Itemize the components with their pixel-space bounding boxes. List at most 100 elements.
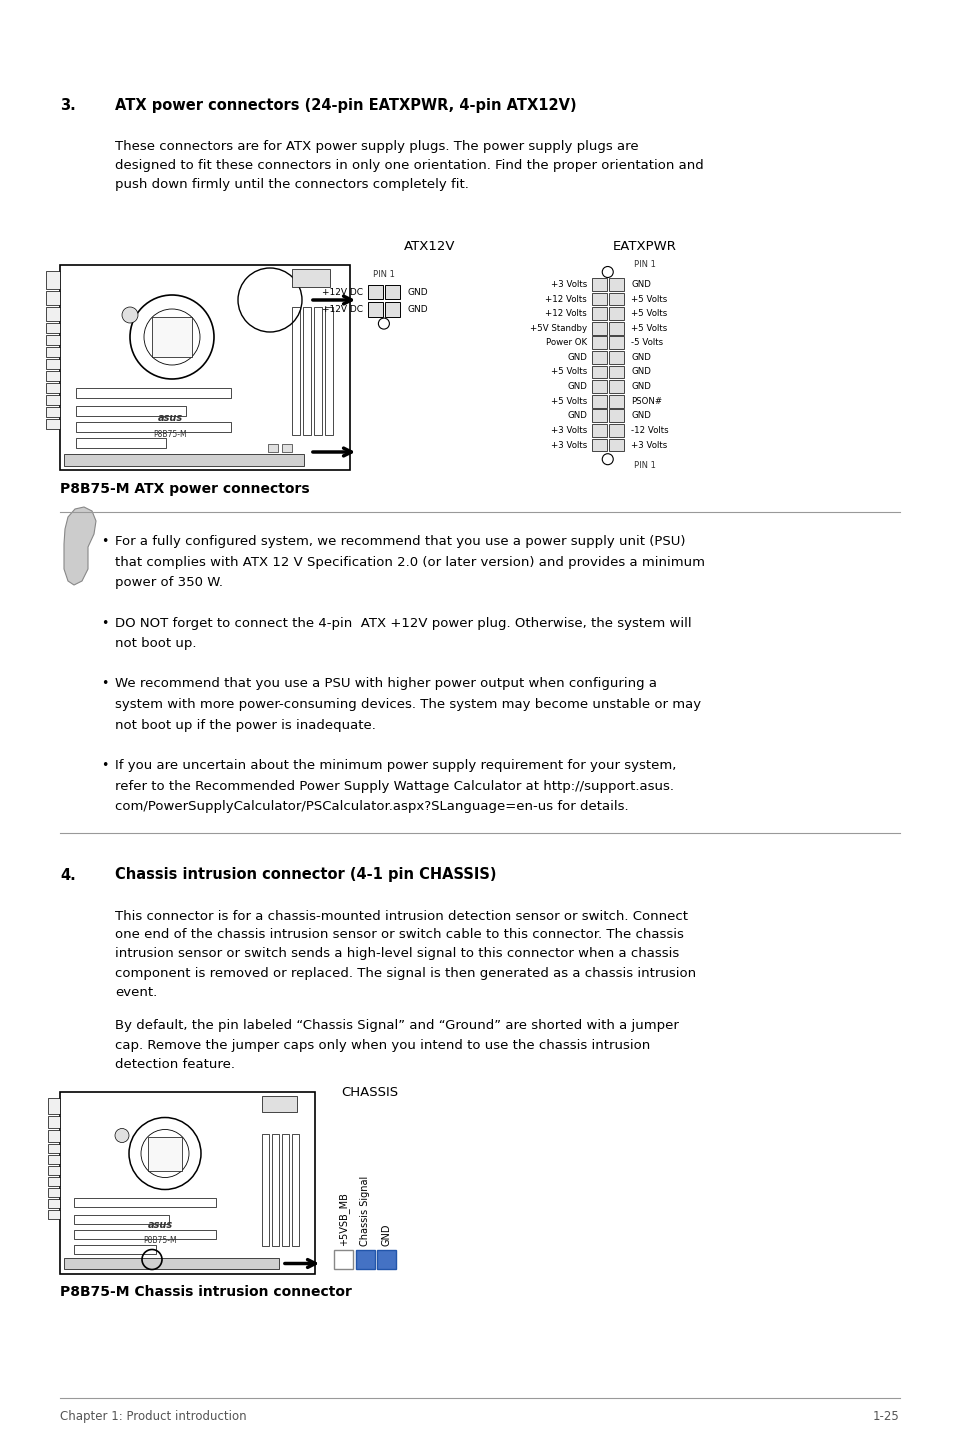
- Text: +12V DC: +12V DC: [322, 305, 363, 313]
- Bar: [46, 324, 60, 334]
- Bar: [74, 1245, 156, 1254]
- Bar: [368, 285, 382, 299]
- Bar: [46, 395, 60, 406]
- Text: ATX power connectors (24-pin EATXPWR, 4-pin ATX12V): ATX power connectors (24-pin EATXPWR, 4-…: [115, 98, 576, 114]
- Bar: [325, 306, 333, 436]
- Text: If you are uncertain about the minimum power supply requirement for your system,: If you are uncertain about the minimum p…: [115, 759, 676, 772]
- Text: This connector is for a chassis-mounted intrusion detection sensor or switch. Co: This connector is for a chassis-mounted …: [115, 909, 696, 998]
- Bar: [272, 1133, 278, 1245]
- Text: P8B75-M: P8B75-M: [153, 430, 187, 439]
- Bar: [282, 444, 292, 452]
- Text: 4.: 4.: [60, 867, 75, 883]
- Text: asus: asus: [157, 413, 182, 423]
- Bar: [46, 418, 60, 429]
- Bar: [376, 1250, 395, 1268]
- Text: +3 Volts: +3 Volts: [550, 426, 586, 434]
- Bar: [592, 351, 606, 364]
- Bar: [48, 1143, 60, 1152]
- Bar: [46, 360, 60, 370]
- Text: -12 Volts: -12 Volts: [630, 426, 668, 434]
- Text: CHASSIS: CHASSIS: [341, 1087, 398, 1100]
- Text: +5 Volts: +5 Volts: [630, 295, 666, 303]
- Bar: [46, 335, 60, 345]
- Bar: [60, 265, 350, 470]
- Text: GND: GND: [566, 352, 586, 362]
- Bar: [48, 1097, 60, 1113]
- Text: +5 Volts: +5 Volts: [550, 397, 586, 406]
- Bar: [46, 371, 60, 381]
- Bar: [152, 316, 192, 357]
- Text: +12 Volts: +12 Volts: [545, 309, 586, 318]
- Text: that complies with ATX 12 V Specification 2.0 (or later version) and provides a : that complies with ATX 12 V Specificatio…: [115, 555, 704, 568]
- Text: PIN 1: PIN 1: [373, 270, 395, 279]
- Bar: [48, 1176, 60, 1185]
- Text: GND: GND: [630, 280, 650, 289]
- Text: By default, the pin labeled “Chassis Signal” and “Ground” are shorted with a jum: By default, the pin labeled “Chassis Sig…: [115, 1020, 679, 1070]
- Bar: [608, 322, 623, 335]
- Bar: [592, 336, 606, 349]
- Bar: [592, 395, 606, 407]
- Bar: [608, 292, 623, 305]
- Text: 3.: 3.: [60, 98, 75, 114]
- Bar: [46, 290, 60, 305]
- Bar: [46, 270, 60, 289]
- Text: •: •: [101, 759, 109, 772]
- Bar: [592, 308, 606, 321]
- Bar: [368, 302, 382, 316]
- Bar: [148, 1136, 182, 1171]
- Bar: [592, 278, 606, 290]
- Text: -5 Volts: -5 Volts: [630, 338, 662, 348]
- Text: +12V DC: +12V DC: [322, 288, 363, 296]
- Bar: [608, 380, 623, 393]
- Text: ATX12V: ATX12V: [404, 240, 456, 253]
- Bar: [76, 388, 231, 398]
- Text: Chassis Signal: Chassis Signal: [359, 1175, 370, 1245]
- Bar: [48, 1129, 60, 1142]
- Text: power of 350 W.: power of 350 W.: [115, 577, 223, 590]
- Text: PSON#: PSON#: [630, 397, 661, 406]
- Bar: [334, 1250, 353, 1268]
- Bar: [314, 306, 322, 436]
- Text: P8B75-M ATX power connectors: P8B75-M ATX power connectors: [60, 482, 310, 496]
- Text: Chassis intrusion connector (4-1 pin CHASSIS): Chassis intrusion connector (4-1 pin CHA…: [115, 867, 496, 883]
- Text: +5 Volts: +5 Volts: [550, 368, 586, 377]
- Text: GND: GND: [630, 352, 650, 362]
- Bar: [385, 285, 399, 299]
- Text: P8B75-M Chassis intrusion connector: P8B75-M Chassis intrusion connector: [60, 1286, 352, 1300]
- Bar: [292, 1133, 298, 1245]
- Bar: [592, 322, 606, 335]
- Bar: [608, 336, 623, 349]
- Text: +3 Volts: +3 Volts: [550, 280, 586, 289]
- Bar: [76, 406, 186, 416]
- Bar: [64, 1257, 278, 1268]
- Bar: [608, 365, 623, 378]
- Bar: [64, 454, 304, 466]
- Bar: [48, 1155, 60, 1163]
- Bar: [592, 292, 606, 305]
- Bar: [48, 1116, 60, 1127]
- Text: DO NOT forget to connect the 4-pin  ATX +12V power plug. Otherwise, the system w: DO NOT forget to connect the 4-pin ATX +…: [115, 617, 691, 630]
- Bar: [46, 306, 60, 321]
- Text: GND: GND: [407, 288, 428, 296]
- Text: Power OK: Power OK: [545, 338, 586, 348]
- Bar: [282, 1133, 289, 1245]
- Bar: [608, 278, 623, 290]
- Bar: [76, 439, 166, 449]
- Bar: [608, 308, 623, 321]
- Bar: [48, 1188, 60, 1196]
- Text: EATXPWR: EATXPWR: [613, 240, 677, 253]
- Bar: [303, 306, 311, 436]
- Bar: [608, 351, 623, 364]
- Text: GND: GND: [407, 305, 428, 313]
- Bar: [592, 380, 606, 393]
- Bar: [608, 395, 623, 407]
- Text: GND: GND: [381, 1222, 391, 1245]
- Bar: [592, 424, 606, 437]
- Text: Chapter 1: Product introduction: Chapter 1: Product introduction: [60, 1411, 247, 1424]
- Text: •: •: [101, 535, 109, 548]
- Bar: [74, 1198, 215, 1206]
- Bar: [60, 1091, 314, 1274]
- Text: asus: asus: [148, 1221, 172, 1231]
- Bar: [46, 383, 60, 393]
- Text: •: •: [101, 677, 109, 690]
